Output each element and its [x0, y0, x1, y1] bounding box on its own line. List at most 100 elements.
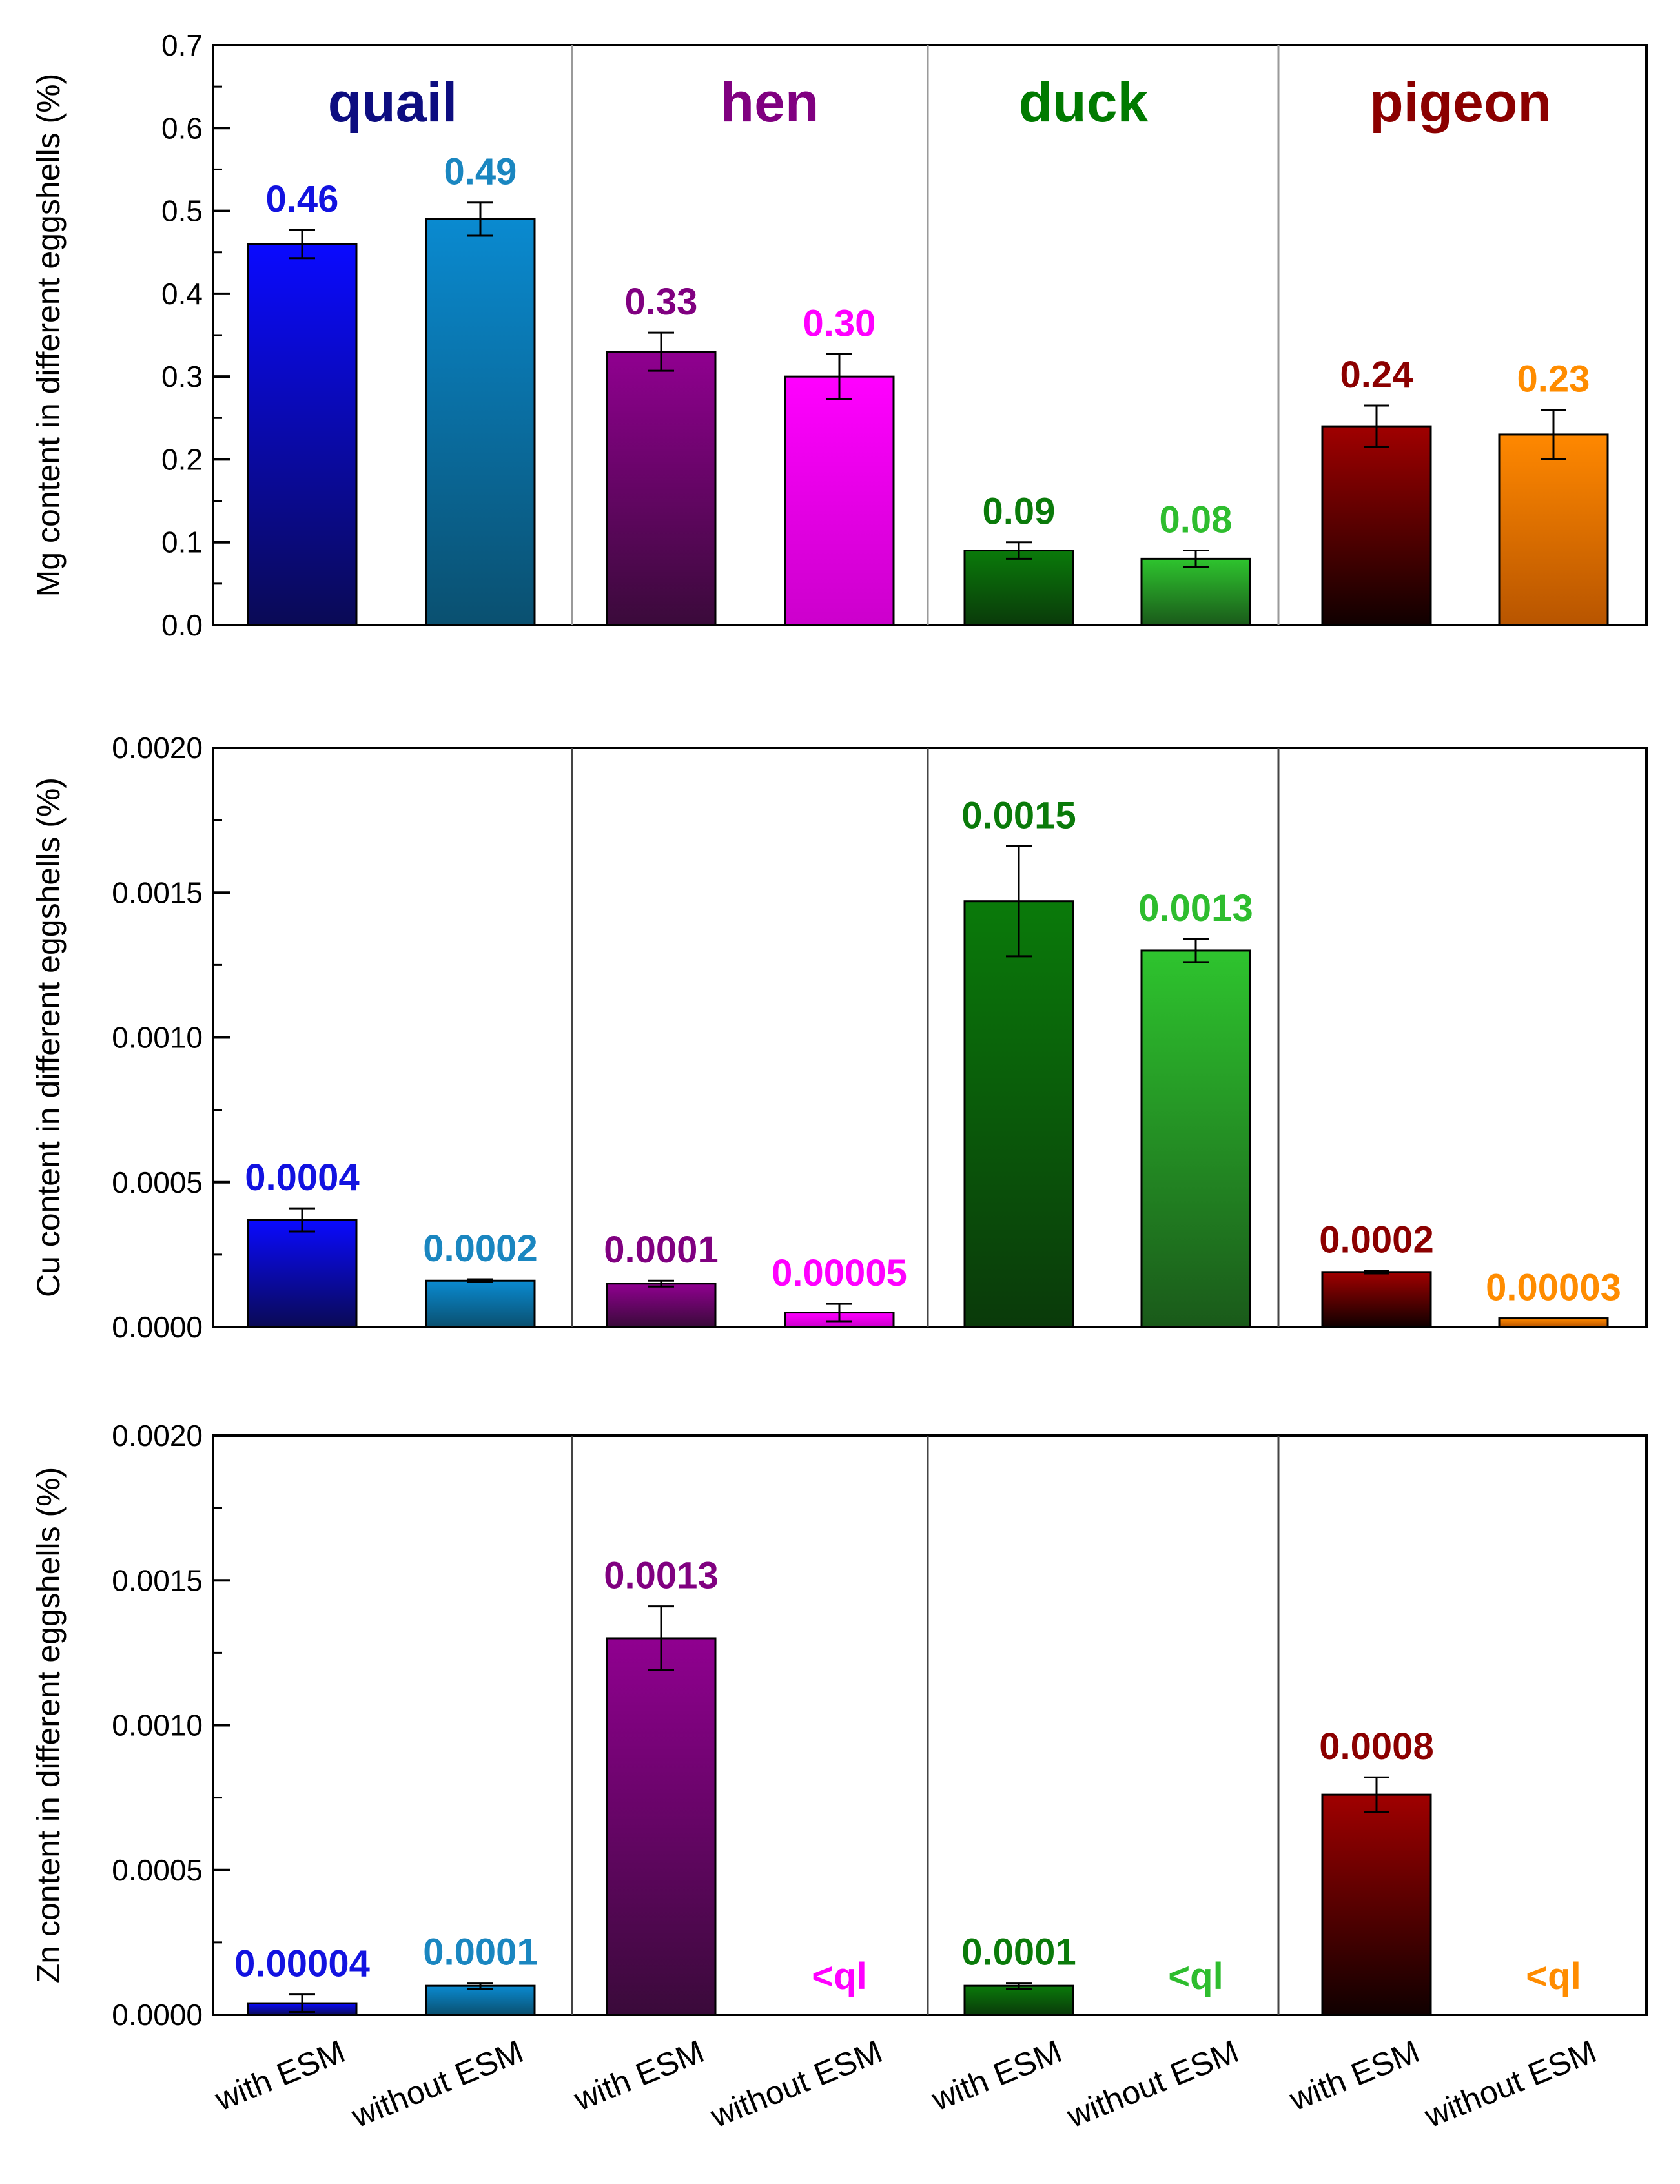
zn-value-label: 0.0013 — [604, 1555, 718, 1597]
cu-bar — [1498, 1317, 1609, 1328]
cu-y-tick-label: 0.0010 — [112, 1021, 203, 1055]
zn-panel: 0.0000 0.0005 0.0010 0.0015 0.0020 Zn content… — [30, 1419, 1648, 2032]
zn-bar — [963, 1984, 1074, 2016]
zn-error-bar — [648, 1605, 674, 1671]
mg-error-bar — [1364, 404, 1389, 448]
mg-y-tick-label: 0.0 — [161, 608, 203, 642]
cu-error-bar — [467, 1278, 493, 1283]
zn-bar — [425, 1984, 536, 2016]
zn-error-bar — [1006, 1982, 1032, 1990]
cu-panel: 0.0000 0.0005 0.0010 0.0015 0.0020 Cu content… — [30, 731, 1648, 1344]
cu-error-bar — [289, 1207, 315, 1233]
cu-y-tick-label: 0.0020 — [112, 731, 203, 765]
mg-error-bar — [648, 331, 674, 372]
x-category-label: with ESM — [209, 2033, 350, 2117]
mg-value-label: 0.09 — [983, 491, 1056, 533]
zn-value-label: 0.0001 — [961, 1932, 1076, 1973]
mg-error-bar — [1541, 408, 1566, 460]
group-title-hen: hen — [721, 72, 819, 134]
mg-value-label: 0.33 — [625, 281, 698, 323]
cu-value-label: 0.00005 — [772, 1252, 907, 1294]
x-category-label: with ESM — [926, 2033, 1067, 2117]
cu-bar — [425, 1279, 536, 1328]
zn-bar — [1321, 1793, 1432, 2016]
cu-bar — [1321, 1271, 1432, 1328]
mg-y-tick-label: 0.5 — [161, 194, 203, 228]
mg-y-tick-label: 0.1 — [161, 526, 203, 559]
cu-error-bar — [826, 1303, 852, 1323]
mg-value-label: 0.08 — [1160, 499, 1233, 541]
zn-value-label: <ql — [1168, 1955, 1223, 1997]
mg-error-bar — [1183, 550, 1209, 568]
mg-error-bar — [467, 201, 493, 237]
zn-bar — [606, 1637, 717, 2016]
zn-y-tick-label: 0.0020 — [112, 1419, 203, 1452]
mg-value-label: 0.46 — [266, 178, 339, 220]
x-category-label: without ESM — [1061, 2033, 1244, 2134]
mg-y-tick-label: 0.4 — [161, 277, 203, 311]
mg-value-label: 0.49 — [444, 151, 517, 193]
cu-bar — [963, 900, 1074, 1328]
x-category-label: without ESM — [1419, 2033, 1601, 2134]
cu-error-bar — [1364, 1270, 1389, 1275]
group-title-pigeon: pigeon — [1369, 72, 1552, 134]
cu-y-tick-label: 0.0015 — [112, 876, 203, 909]
cu-value-label: 0.0013 — [1138, 887, 1253, 929]
zn-value-label: 0.0008 — [1319, 1726, 1433, 1767]
zn-y-axis-title: Zn content in different eggshells (%) — [30, 1467, 67, 1984]
cu-error-bar — [1183, 938, 1209, 963]
mg-bar — [963, 550, 1074, 626]
zn-y-tick-label: 0.0000 — [112, 1998, 203, 2032]
cu-value-label: 0.0001 — [604, 1229, 718, 1271]
cu-bar — [606, 1283, 717, 1328]
mg-panel: 0.0 0.1 0.2 0.3 0.4 0.5 0.6 0.7 Mg content in di… — [30, 28, 1648, 642]
cu-value-label: 0.0002 — [423, 1228, 537, 1270]
mg-y-axis-title: Mg content in different eggshells (%) — [30, 74, 67, 597]
zn-value-label: 0.00004 — [234, 1943, 370, 1985]
cu-bar — [1140, 949, 1251, 1328]
zn-error-bar — [467, 1982, 493, 1990]
mg-y-tick-label: 0.7 — [161, 28, 203, 62]
cu-error-bar — [648, 1279, 674, 1288]
zn-y-tick-label: 0.0010 — [112, 1709, 203, 1742]
cu-y-tick-label: 0.0005 — [112, 1166, 203, 1199]
mg-bar — [606, 351, 717, 626]
group-title-duck: duck — [1019, 72, 1149, 134]
mg-y-tick-label: 0.2 — [161, 442, 203, 476]
cu-value-label: 0.0015 — [961, 794, 1076, 836]
x-category-label: without ESM — [346, 2033, 528, 2134]
group-title-quail: quail — [328, 72, 458, 134]
cu-y-tick-label: 0.0000 — [112, 1310, 203, 1344]
x-category-label: with ESM — [568, 2033, 709, 2117]
mg-value-label: 0.30 — [803, 303, 876, 345]
cu-bar — [247, 1219, 358, 1328]
mg-bar — [1140, 557, 1251, 626]
mg-error-bar — [289, 229, 315, 260]
cu-error-bar — [1006, 845, 1032, 958]
cu-value-label: 0.00003 — [1486, 1267, 1621, 1309]
x-category-label: without ESM — [705, 2033, 887, 2134]
mg-bar — [1321, 425, 1432, 626]
mg-y-tick-label: 0.6 — [161, 111, 203, 145]
mg-bar — [784, 375, 895, 626]
mg-bar — [425, 218, 536, 626]
zn-y-tick-label: 0.0005 — [112, 1853, 203, 1887]
x-category-label: with ESM — [1284, 2033, 1424, 2117]
mg-bar — [1498, 433, 1609, 626]
cu-value-label: 0.0002 — [1319, 1219, 1433, 1261]
zn-value-label: <ql — [812, 1955, 866, 1997]
zn-value-label: <ql — [1526, 1955, 1581, 1997]
mg-value-label: 0.23 — [1517, 358, 1590, 400]
zn-value-label: 0.0001 — [423, 1932, 537, 1973]
mg-bar — [247, 243, 358, 626]
cu-value-label: 0.0004 — [245, 1157, 359, 1199]
mg-error-bar — [1006, 541, 1032, 560]
zn-error-bar — [289, 1993, 315, 2014]
mg-error-bar — [826, 353, 852, 400]
mg-value-label: 0.24 — [1340, 354, 1413, 396]
zn-y-tick-label: 0.0015 — [112, 1563, 203, 1597]
mg-y-tick-label: 0.3 — [161, 360, 203, 393]
zn-error-bar — [1364, 1776, 1389, 1813]
cu-y-axis-title: Cu content in different eggshells (%) — [30, 778, 67, 1297]
